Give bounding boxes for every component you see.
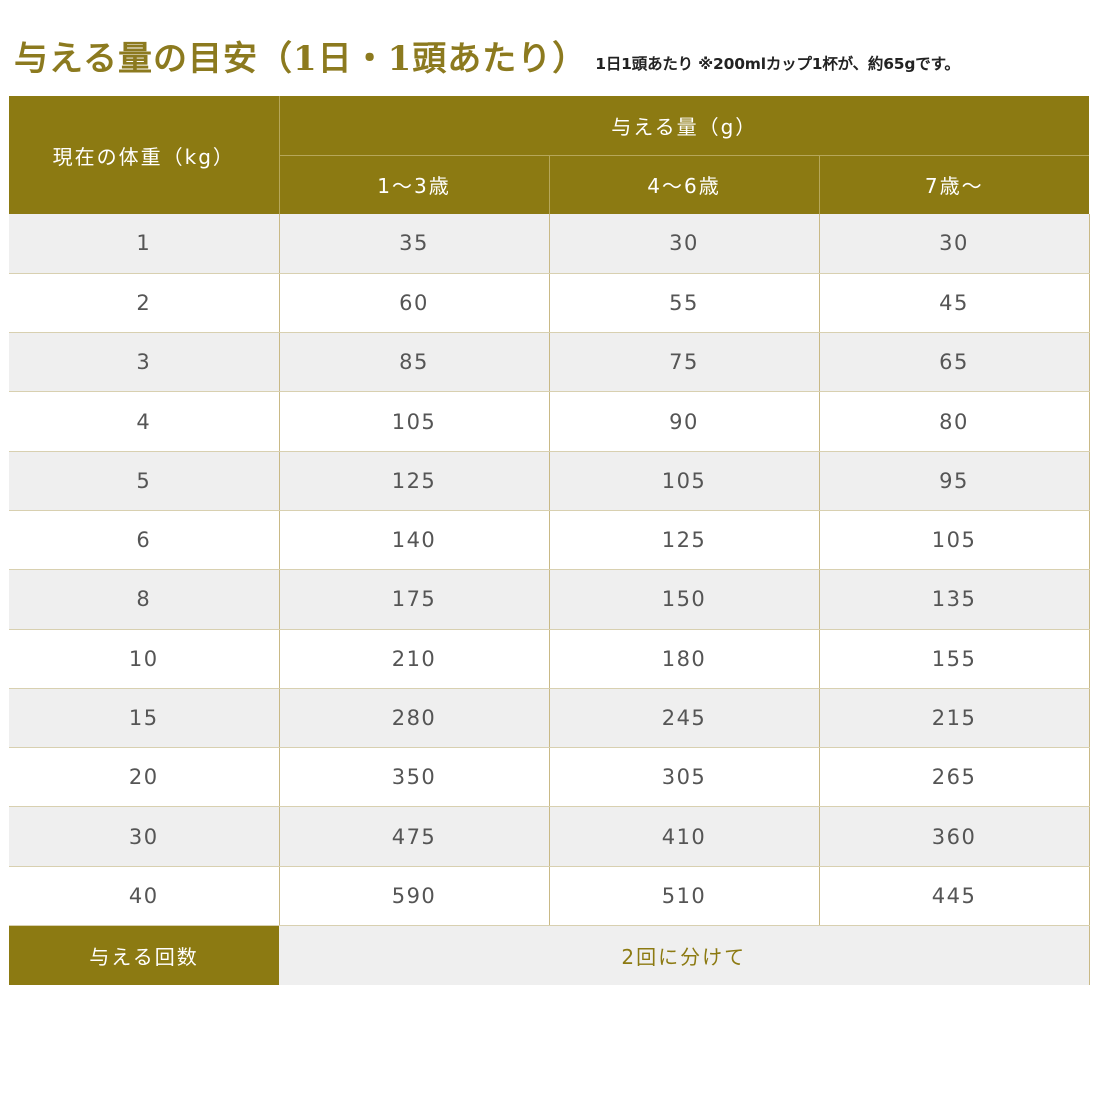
weight-cell: 15 (9, 688, 280, 749)
amount-4-6-cell: 245 (549, 688, 820, 749)
age-header-4-6: 4～6歳 (549, 155, 820, 214)
amount-7-plus-cell: 45 (819, 273, 1090, 334)
weight-cell: 4 (9, 391, 280, 452)
table-header: 現在の体重（kg） 与える量（g） 1～3歳 4～6歳 7歳～ (9, 96, 1090, 214)
table-body: 1 35 30 30 2 60 55 45 3 85 75 65 4 105 90 80 5 125 105 95 6 1… (9, 214, 1090, 927)
table-row: 5 125 105 95 (9, 451, 1090, 511)
weight-cell: 40 (9, 866, 280, 927)
frequency-value: 2回に分けて (279, 925, 1090, 985)
amount-7-plus-cell: 215 (819, 688, 1090, 749)
amount-1-3-cell: 350 (279, 747, 550, 808)
amount-4-6-cell: 125 (549, 510, 820, 571)
weight-cell: 5 (9, 451, 280, 511)
amount-4-6-cell: 510 (549, 866, 820, 927)
amount-1-3-cell: 60 (279, 273, 550, 334)
amount-7-plus-cell: 265 (819, 747, 1090, 808)
amount-1-3-cell: 475 (279, 806, 550, 867)
age-header-1-3: 1～3歳 (279, 155, 550, 214)
frequency-label: 与える回数 (9, 925, 279, 985)
amount-1-3-cell: 35 (279, 214, 550, 274)
amount-1-3-cell: 140 (279, 510, 550, 571)
amount-4-6-cell: 75 (549, 332, 820, 393)
weight-cell: 8 (9, 569, 280, 630)
table-row: 1 35 30 30 (9, 214, 1090, 274)
weight-cell: 6 (9, 510, 280, 571)
amount-4-6-cell: 150 (549, 569, 820, 630)
weight-cell: 30 (9, 806, 280, 867)
title-note: 1日1頭あたり ※200mlカップ1杯が、約65gです。 (595, 54, 960, 73)
feeding-table: 現在の体重（kg） 与える量（g） 1～3歳 4～6歳 7歳～ 1 35 30 30 2… (9, 96, 1090, 985)
page-title: 与える量の目安（1日・1頭あたり） (14, 39, 588, 79)
table-footer: 与える回数 2回に分けて (9, 925, 1090, 985)
amount-4-6-cell: 55 (549, 273, 820, 334)
weight-cell: 1 (9, 214, 280, 274)
amount-1-3-cell: 105 (279, 391, 550, 452)
weight-cell: 2 (9, 273, 280, 334)
amount-7-plus-cell: 105 (819, 510, 1090, 571)
amount-1-3-cell: 590 (279, 866, 550, 927)
table-row: 10 210 180 155 (9, 629, 1090, 689)
amount-7-plus-cell: 360 (819, 806, 1090, 867)
title-row: 与える量の目安（1日・1頭あたり） 1日1頭あたり ※200mlカップ1杯が、約… (14, 16, 1094, 76)
weight-cell: 3 (9, 332, 280, 393)
table-row: 40 590 510 445 (9, 866, 1090, 927)
amount-7-plus-cell: 30 (819, 214, 1090, 274)
amount-4-6-cell: 105 (549, 451, 820, 511)
amount-7-plus-cell: 155 (819, 629, 1090, 689)
weight-cell: 20 (9, 747, 280, 808)
amount-1-3-cell: 125 (279, 451, 550, 511)
table-row: 20 350 305 265 (9, 747, 1090, 808)
amount-4-6-cell: 30 (549, 214, 820, 274)
amount-7-plus-cell: 445 (819, 866, 1090, 927)
amount-7-plus-cell: 80 (819, 391, 1090, 452)
amount-4-6-cell: 180 (549, 629, 820, 689)
amount-7-plus-cell: 65 (819, 332, 1090, 393)
amount-1-3-cell: 280 (279, 688, 550, 749)
weight-header: 現在の体重（kg） (9, 96, 280, 214)
amount-4-6-cell: 410 (549, 806, 820, 867)
amount-4-6-cell: 90 (549, 391, 820, 452)
table-row: 4 105 90 80 (9, 391, 1090, 452)
table-row: 3 85 75 65 (9, 332, 1090, 393)
table-row: 8 175 150 135 (9, 569, 1090, 630)
amount-1-3-cell: 175 (279, 569, 550, 630)
table-row: 6 140 125 105 (9, 510, 1090, 571)
amount-1-3-cell: 210 (279, 629, 550, 689)
amount-1-3-cell: 85 (279, 332, 550, 393)
amount-7-plus-cell: 135 (819, 569, 1090, 630)
amount-7-plus-cell: 95 (819, 451, 1090, 511)
age-header-7-plus: 7歳～ (819, 155, 1090, 214)
amount-4-6-cell: 305 (549, 747, 820, 808)
amount-header: 与える量（g） (279, 96, 1090, 156)
table-row: 2 60 55 45 (9, 273, 1090, 334)
weight-cell: 10 (9, 629, 280, 689)
table-row: 30 475 410 360 (9, 806, 1090, 867)
table-row: 15 280 245 215 (9, 688, 1090, 749)
